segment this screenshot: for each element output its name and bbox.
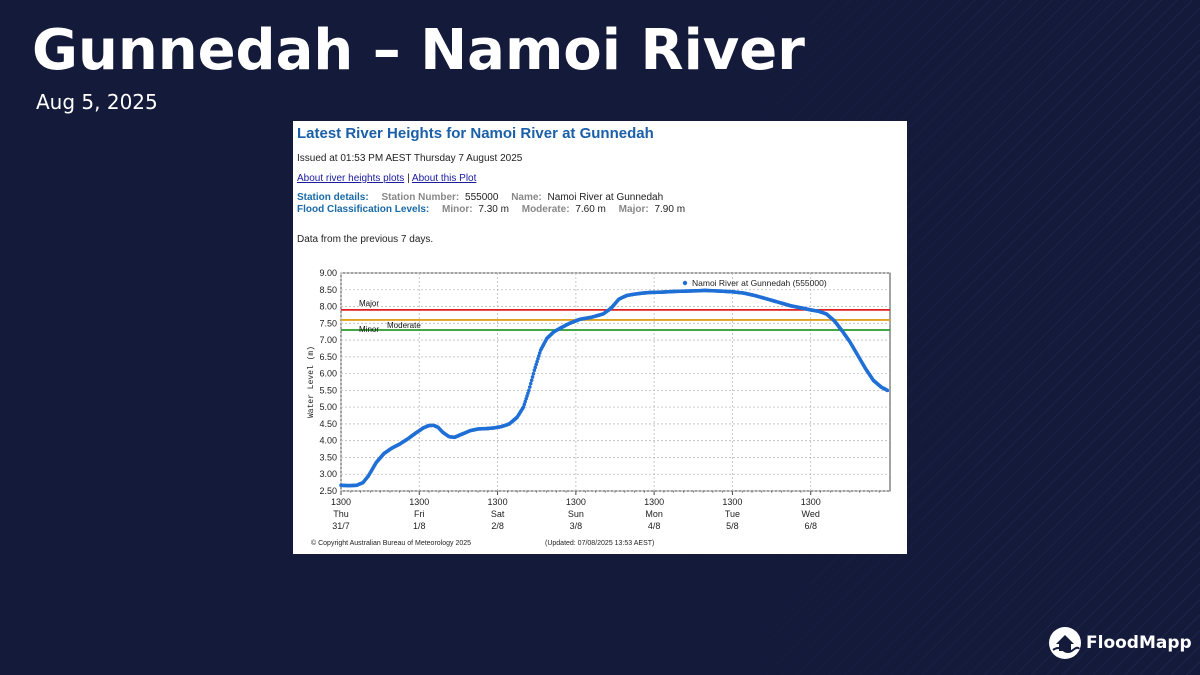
x-tick-date: 2/8	[491, 521, 504, 531]
panel-links: About river heights plots | About this P…	[297, 173, 476, 184]
y-tick-label: 3.00	[319, 469, 337, 479]
data-point	[528, 381, 533, 386]
major-label: Major:	[618, 204, 649, 215]
y-axis-label: Water Level (m)	[307, 346, 316, 418]
x-tick-time: 1300	[409, 497, 429, 507]
moderate-label: Moderate:	[521, 204, 570, 215]
data-point	[534, 362, 538, 367]
threshold-label-major: Major	[359, 299, 379, 308]
updated-text: (Updated: 07/08/2025 13:53 AEST)	[545, 540, 655, 547]
panel-title: Latest River Heights for Namoi River at …	[297, 125, 654, 142]
data-point	[885, 388, 890, 393]
x-tick-day: Sat	[491, 509, 505, 519]
issued-text: Issued at 01:53 PM AEST Thursday 7 Augus…	[297, 153, 523, 164]
x-tick-time: 1300	[331, 497, 351, 507]
x-tick-time: 1300	[566, 497, 586, 507]
x-tick-day: Mon	[645, 509, 663, 519]
data-point	[536, 356, 540, 361]
logo-text: FloodMapp	[1086, 633, 1192, 653]
y-tick-label: 7.00	[319, 335, 337, 345]
y-tick-label: 5.00	[319, 402, 337, 412]
x-tick-time: 1300	[801, 497, 821, 507]
y-tick-label: 8.50	[319, 285, 337, 295]
station-details-label: Station details:	[297, 192, 369, 203]
y-tick-label: 5.50	[319, 385, 337, 395]
major-value: 7.90 m	[654, 204, 686, 215]
data-point	[529, 378, 534, 383]
data-point	[524, 396, 528, 401]
threshold-label-minor: Minor	[359, 325, 379, 334]
y-tick-label: 7.50	[319, 318, 337, 328]
x-tick-day: Tue	[725, 509, 740, 519]
flood-levels-label: Flood Classification Levels:	[297, 204, 430, 215]
link-separator: |	[407, 173, 410, 184]
data-point	[533, 365, 538, 370]
x-tick-date: 1/8	[413, 521, 426, 531]
previous-days-note: Data from the previous 7 days.	[297, 234, 434, 245]
station-number: 555000	[465, 192, 499, 203]
data-point	[531, 371, 536, 376]
y-tick-label: 8.00	[319, 302, 337, 312]
x-tick-time: 1300	[488, 497, 508, 507]
legend-label: Namoi River at Gunnedah (555000)	[692, 278, 827, 288]
data-point	[521, 405, 526, 409]
about-river-heights-link[interactable]: About river heights plots	[297, 173, 405, 184]
x-tick-day: Wed	[802, 509, 820, 519]
station-name-label: Name:	[511, 192, 542, 203]
x-tick-day: Sun	[568, 509, 584, 519]
data-point	[537, 351, 542, 355]
slide-date: Aug 5, 2025	[36, 90, 158, 114]
data-point	[523, 399, 528, 404]
legend-marker	[682, 280, 688, 286]
data-point	[526, 391, 530, 395]
floodmapp-logo: FloodMapp	[1048, 626, 1192, 660]
y-tick-label: 4.00	[319, 436, 337, 446]
data-point	[528, 385, 532, 389]
data-point	[537, 354, 541, 358]
station-details: Station details: Station Number: 555000 …	[297, 192, 663, 203]
data-point	[530, 375, 535, 379]
x-tick-date: 4/8	[648, 521, 661, 531]
data-point	[535, 359, 539, 364]
moderate-value: 7.60 m	[575, 204, 606, 215]
data-point	[532, 368, 537, 373]
minor-value: 7.30 m	[478, 204, 509, 215]
copyright-text: © Copyright Australian Bureau of Meteoro…	[311, 540, 472, 547]
river-heights-panel: Latest River Heights for Namoi River at …	[293, 121, 907, 554]
house-wave-icon	[1049, 627, 1081, 659]
x-tick-day: Thu	[333, 509, 349, 519]
x-tick-date: 5/8	[726, 521, 739, 531]
slide-title: Gunnedah – Namoi River	[32, 18, 805, 83]
y-tick-label: 6.50	[319, 352, 337, 362]
river-height-chart: Major Moderate Minor 9.00 8.50 8.00 7.50 7.00 6…	[307, 268, 891, 531]
y-tick-label: 2.50	[319, 486, 337, 496]
y-tick-label: 3.50	[319, 452, 337, 462]
y-tick-label: 4.50	[319, 419, 337, 429]
x-tick-time: 1300	[722, 497, 742, 507]
station-number-label: Station Number:	[381, 192, 460, 203]
data-point	[525, 394, 529, 398]
minor-label: Minor:	[442, 204, 473, 215]
y-tick-label: 9.00	[319, 268, 337, 278]
threshold-label-moderate: Moderate	[387, 321, 421, 330]
about-plot-link[interactable]: About this Plot	[411, 173, 477, 184]
x-tick-time: 1300	[644, 497, 664, 507]
data-point	[522, 402, 527, 407]
data-point	[527, 388, 531, 393]
flood-levels: Flood Classification Levels: Minor: 7.30…	[297, 204, 685, 215]
x-tick-date: 31/7	[332, 521, 350, 531]
x-tick-day: Fri	[414, 509, 425, 519]
x-tick-date: 3/8	[570, 521, 583, 531]
x-tick-date: 6/8	[804, 521, 817, 531]
station-name: Namoi River at Gunnedah	[547, 192, 664, 203]
y-tick-label: 6.00	[319, 369, 337, 379]
